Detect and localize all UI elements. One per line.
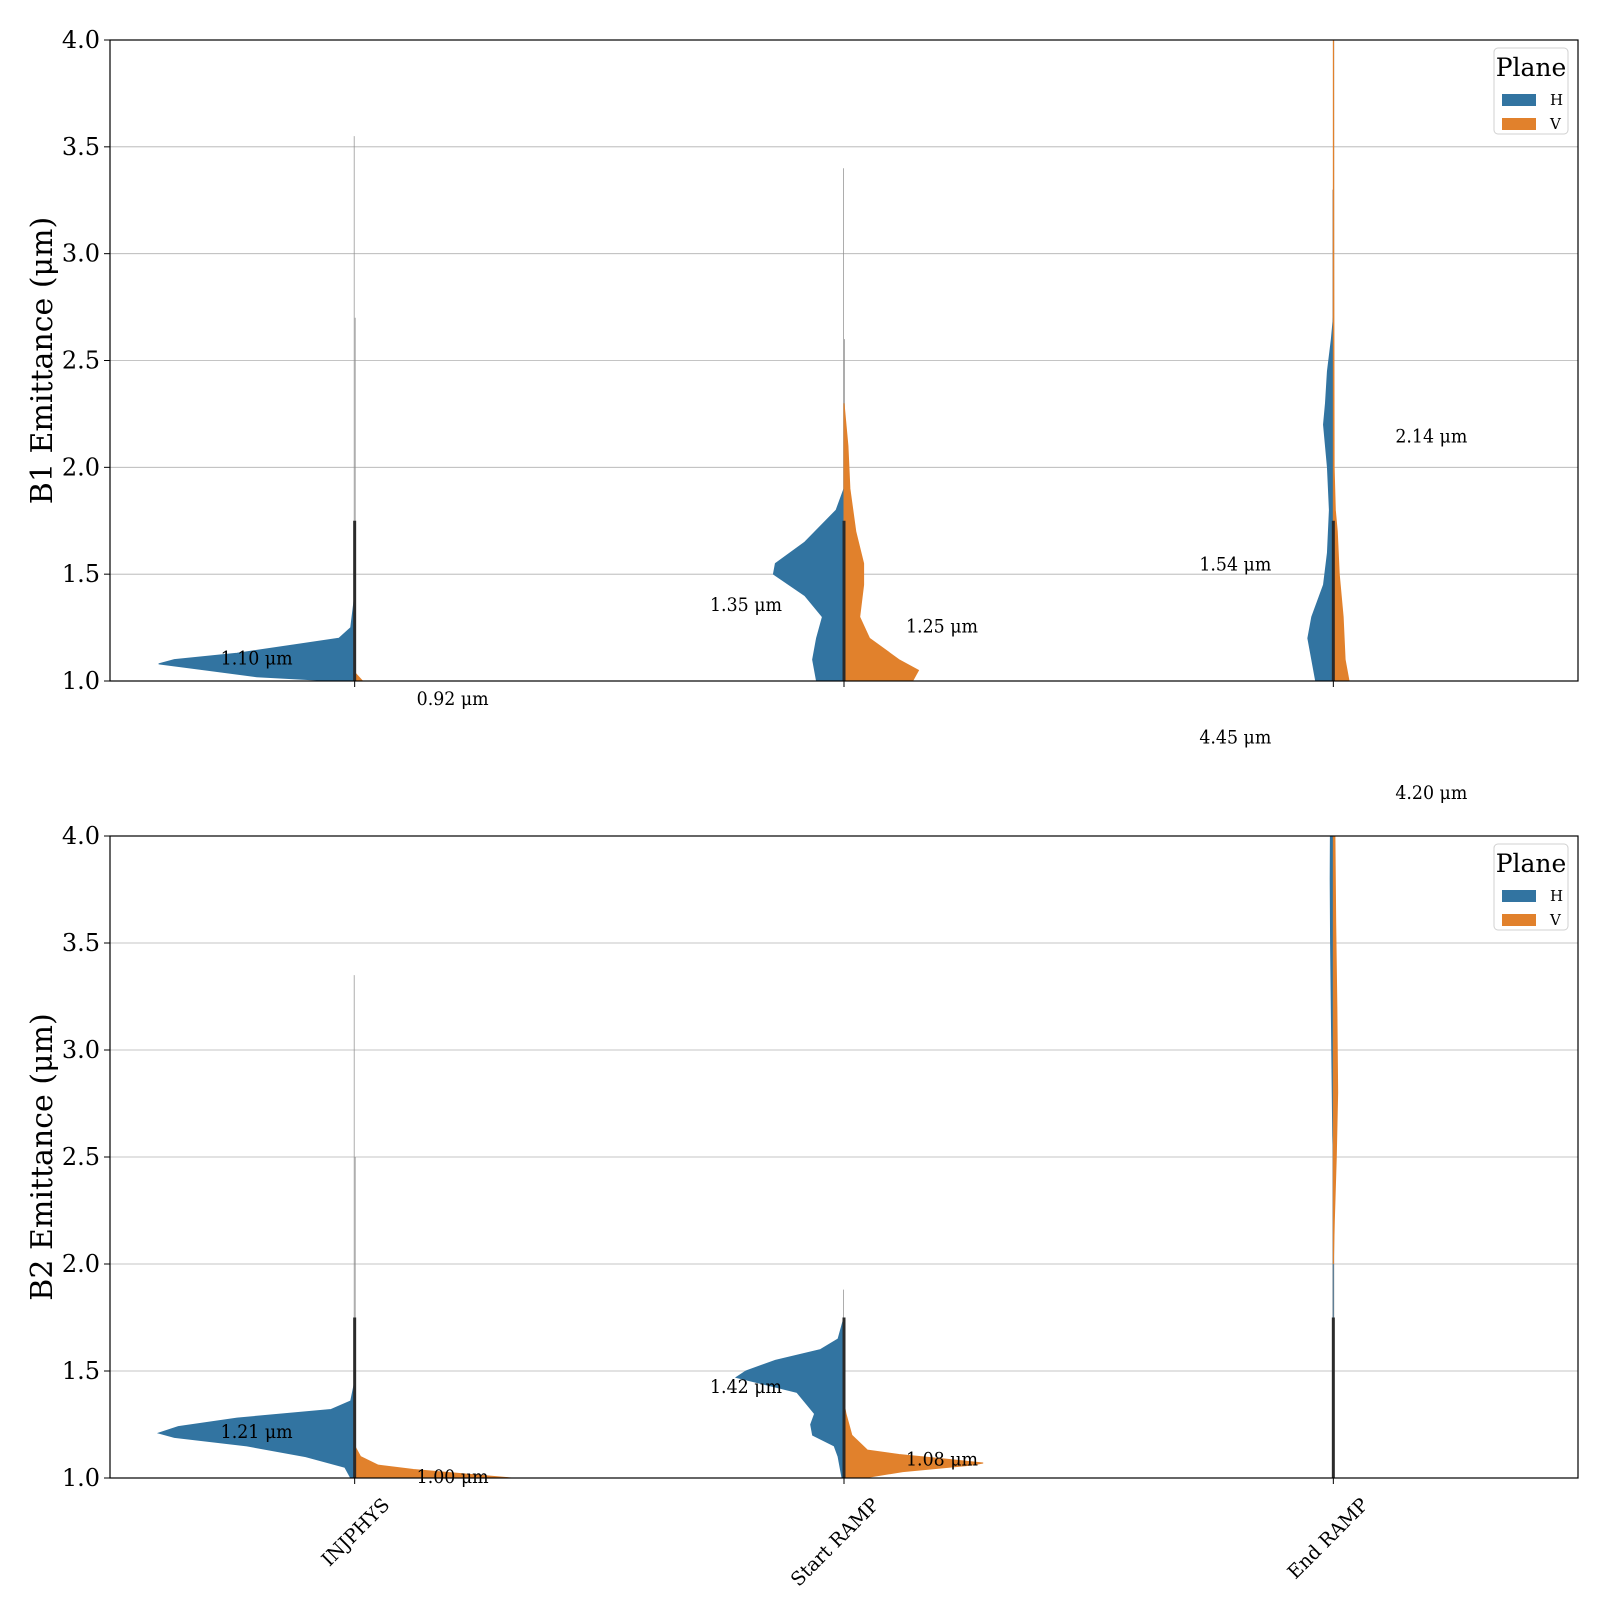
violin-H-End RAMP bbox=[1307, 317, 1334, 681]
violin-V-Start RAMP bbox=[843, 1403, 984, 1478]
chart-panel-2: 1.0 1.5 2.0 2.5 3.0 3.5 4.0 INJPHYS Start RAMP En… bbox=[25, 822, 1579, 1591]
violin-H-INJPHYS bbox=[158, 595, 356, 681]
y-tick-label: 2.5 bbox=[62, 1143, 100, 1171]
median-annotation: 1.25 μm bbox=[906, 615, 978, 637]
legend-label-H: H bbox=[1550, 91, 1563, 109]
legend-title: Plane bbox=[1496, 53, 1567, 82]
y-tick-label: 2.0 bbox=[62, 1250, 100, 1278]
y-tick-label: 4.0 bbox=[62, 822, 100, 850]
median-annotation: 2.14 μm bbox=[1395, 425, 1467, 447]
y-tick-label: 1.0 bbox=[62, 667, 100, 695]
y-tick-label: 3.5 bbox=[62, 929, 100, 957]
legend: Plane HV bbox=[1493, 843, 1569, 931]
legend-swatch-V bbox=[1502, 118, 1536, 130]
chart-panel-1: 1.0 1.5 2.0 2.5 3.0 3.5 4.0 B1 Emittance (μm) 1.… bbox=[25, 26, 1579, 804]
y-tick-label: 1.0 bbox=[62, 1464, 100, 1492]
violins bbox=[158, 40, 1350, 681]
x-category-label: INJPHYS bbox=[317, 1494, 394, 1571]
x-category-label: End RAMP bbox=[1283, 1494, 1373, 1584]
legend-label-V: V bbox=[1549, 115, 1562, 133]
legend-label-H: H bbox=[1550, 887, 1563, 905]
x-category-label: Start RAMP bbox=[787, 1494, 884, 1591]
median-annotation: 0.92 μm bbox=[417, 688, 489, 710]
y-tick-label: 1.5 bbox=[62, 560, 100, 588]
y-tick-label: 3.0 bbox=[62, 1036, 100, 1064]
median-annotation: 1.35 μm bbox=[710, 594, 782, 616]
violin-V-Start RAMP bbox=[843, 403, 920, 681]
y-axis-title: B1 Emittance (μm) bbox=[25, 217, 60, 504]
median-annotation: 4.20 μm bbox=[1395, 782, 1467, 804]
violin-H-Start RAMP bbox=[734, 1317, 845, 1478]
violins bbox=[156, 836, 1339, 1478]
violin-H-Start RAMP bbox=[772, 488, 845, 681]
legend-label-V: V bbox=[1549, 911, 1562, 929]
legend-swatch-V bbox=[1502, 914, 1536, 926]
median-annotation: 1.10 μm bbox=[221, 647, 293, 669]
y-tick-label: 2.0 bbox=[62, 453, 100, 481]
y-tick-label: 4.0 bbox=[62, 26, 100, 54]
median-annotation: 1.54 μm bbox=[1199, 553, 1271, 575]
median-annotation: 1.21 μm bbox=[221, 1421, 293, 1443]
legend-swatch-H bbox=[1502, 890, 1536, 902]
legend-swatch-H bbox=[1502, 94, 1536, 106]
y-tick-label: 1.5 bbox=[62, 1357, 100, 1385]
y-axis-title: B2 Emittance (μm) bbox=[25, 1013, 60, 1300]
median-annotation: 4.45 μm bbox=[1199, 727, 1271, 749]
violin-V-End RAMP bbox=[1332, 40, 1350, 681]
legend: Plane HV bbox=[1493, 47, 1569, 135]
median-annotation: 1.08 μm bbox=[906, 1449, 978, 1471]
median-annotation: 1.00 μm bbox=[417, 1466, 489, 1488]
legend-box bbox=[1493, 47, 1569, 135]
legend-box bbox=[1493, 843, 1569, 931]
violin-H-INJPHYS bbox=[156, 1381, 356, 1478]
y-tick-label: 3.5 bbox=[62, 133, 100, 161]
violin-V-End RAMP bbox=[1332, 836, 1339, 1265]
legend-title: Plane bbox=[1496, 849, 1567, 878]
y-tick-label: 3.0 bbox=[62, 240, 100, 268]
median-annotation: 1.42 μm bbox=[710, 1376, 782, 1398]
y-tick-label: 2.5 bbox=[62, 347, 100, 375]
